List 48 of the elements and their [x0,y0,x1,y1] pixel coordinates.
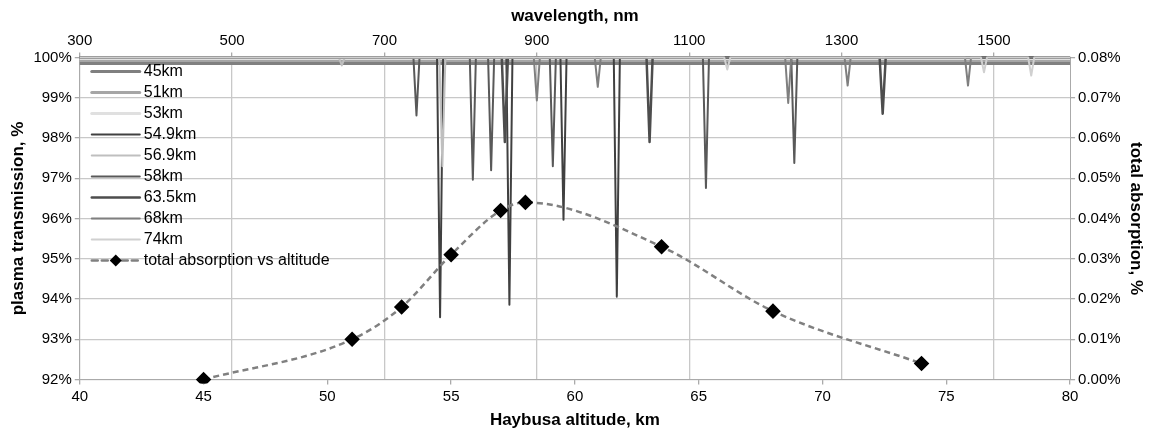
y2-tick-label: 0.04% [1078,208,1121,226]
y-tick-label: 98% [41,128,72,146]
x2-axis-title: wavelength, nm [510,5,639,25]
y2-tick-label: 0.03% [1078,248,1121,266]
y-tick-label: 100% [33,47,72,65]
y-tick-label: 94% [41,289,72,307]
y-tick-label: 97% [41,168,72,186]
x-tick-label: 50 [319,386,336,404]
y2-tick-label: 0.00% [1078,369,1121,387]
x2-tick-label: 300 [67,30,93,48]
y2-tick-label: 0.01% [1078,329,1121,347]
x2-tick-label: 700 [371,30,397,48]
legend-label: 45km [143,61,183,79]
y-tick-label: 96% [41,208,72,226]
y2-tick-label: 0.05% [1078,168,1121,186]
legend-label: 54.9km [143,124,197,142]
x2-tick-label: 900 [524,30,550,48]
legend-label: 68km [143,208,183,226]
legend-label: total absorption vs altitude [143,250,330,268]
x-tick-label: 40 [71,386,89,404]
x-tick-label: 70 [814,386,831,404]
x-tick-label: 55 [442,386,460,404]
x-tick-label: 75 [937,386,955,404]
x2-tick-label: 1500 [977,30,1011,48]
y-axis-title: plasma transmission, % [7,121,27,316]
x2-tick-label: 1300 [824,30,859,48]
x-tick-label: 45 [195,386,212,404]
y2-axis-title: total absorption, % [1127,142,1147,295]
legend-label: 51km [143,82,183,100]
legend-label: 63.5km [143,187,197,205]
y2-tick-label: 0.07% [1078,87,1121,105]
y-tick-label: 95% [41,248,72,266]
y2-tick-label: 0.08% [1078,47,1121,65]
legend-label: 74km [143,229,183,247]
x-tick-label: 60 [566,386,584,404]
y-tick-label: 93% [41,329,72,347]
x2-tick-label: 500 [219,30,245,48]
y2-tick-label: 0.06% [1078,128,1121,146]
y-tick-label: 99% [41,87,72,105]
x-tick-label: 80 [1061,386,1079,404]
legend-label: 53km [143,103,183,121]
legend-label: 58km [143,166,183,184]
x-tick-label: 65 [690,386,708,404]
legend-label: 56.9km [143,145,197,163]
y2-tick-label: 0.02% [1078,289,1121,307]
x-axis-title: Haybusa altitude, km [489,410,660,430]
y-tick-label: 92% [41,369,72,387]
x2-tick-label: 1100 [673,30,706,48]
